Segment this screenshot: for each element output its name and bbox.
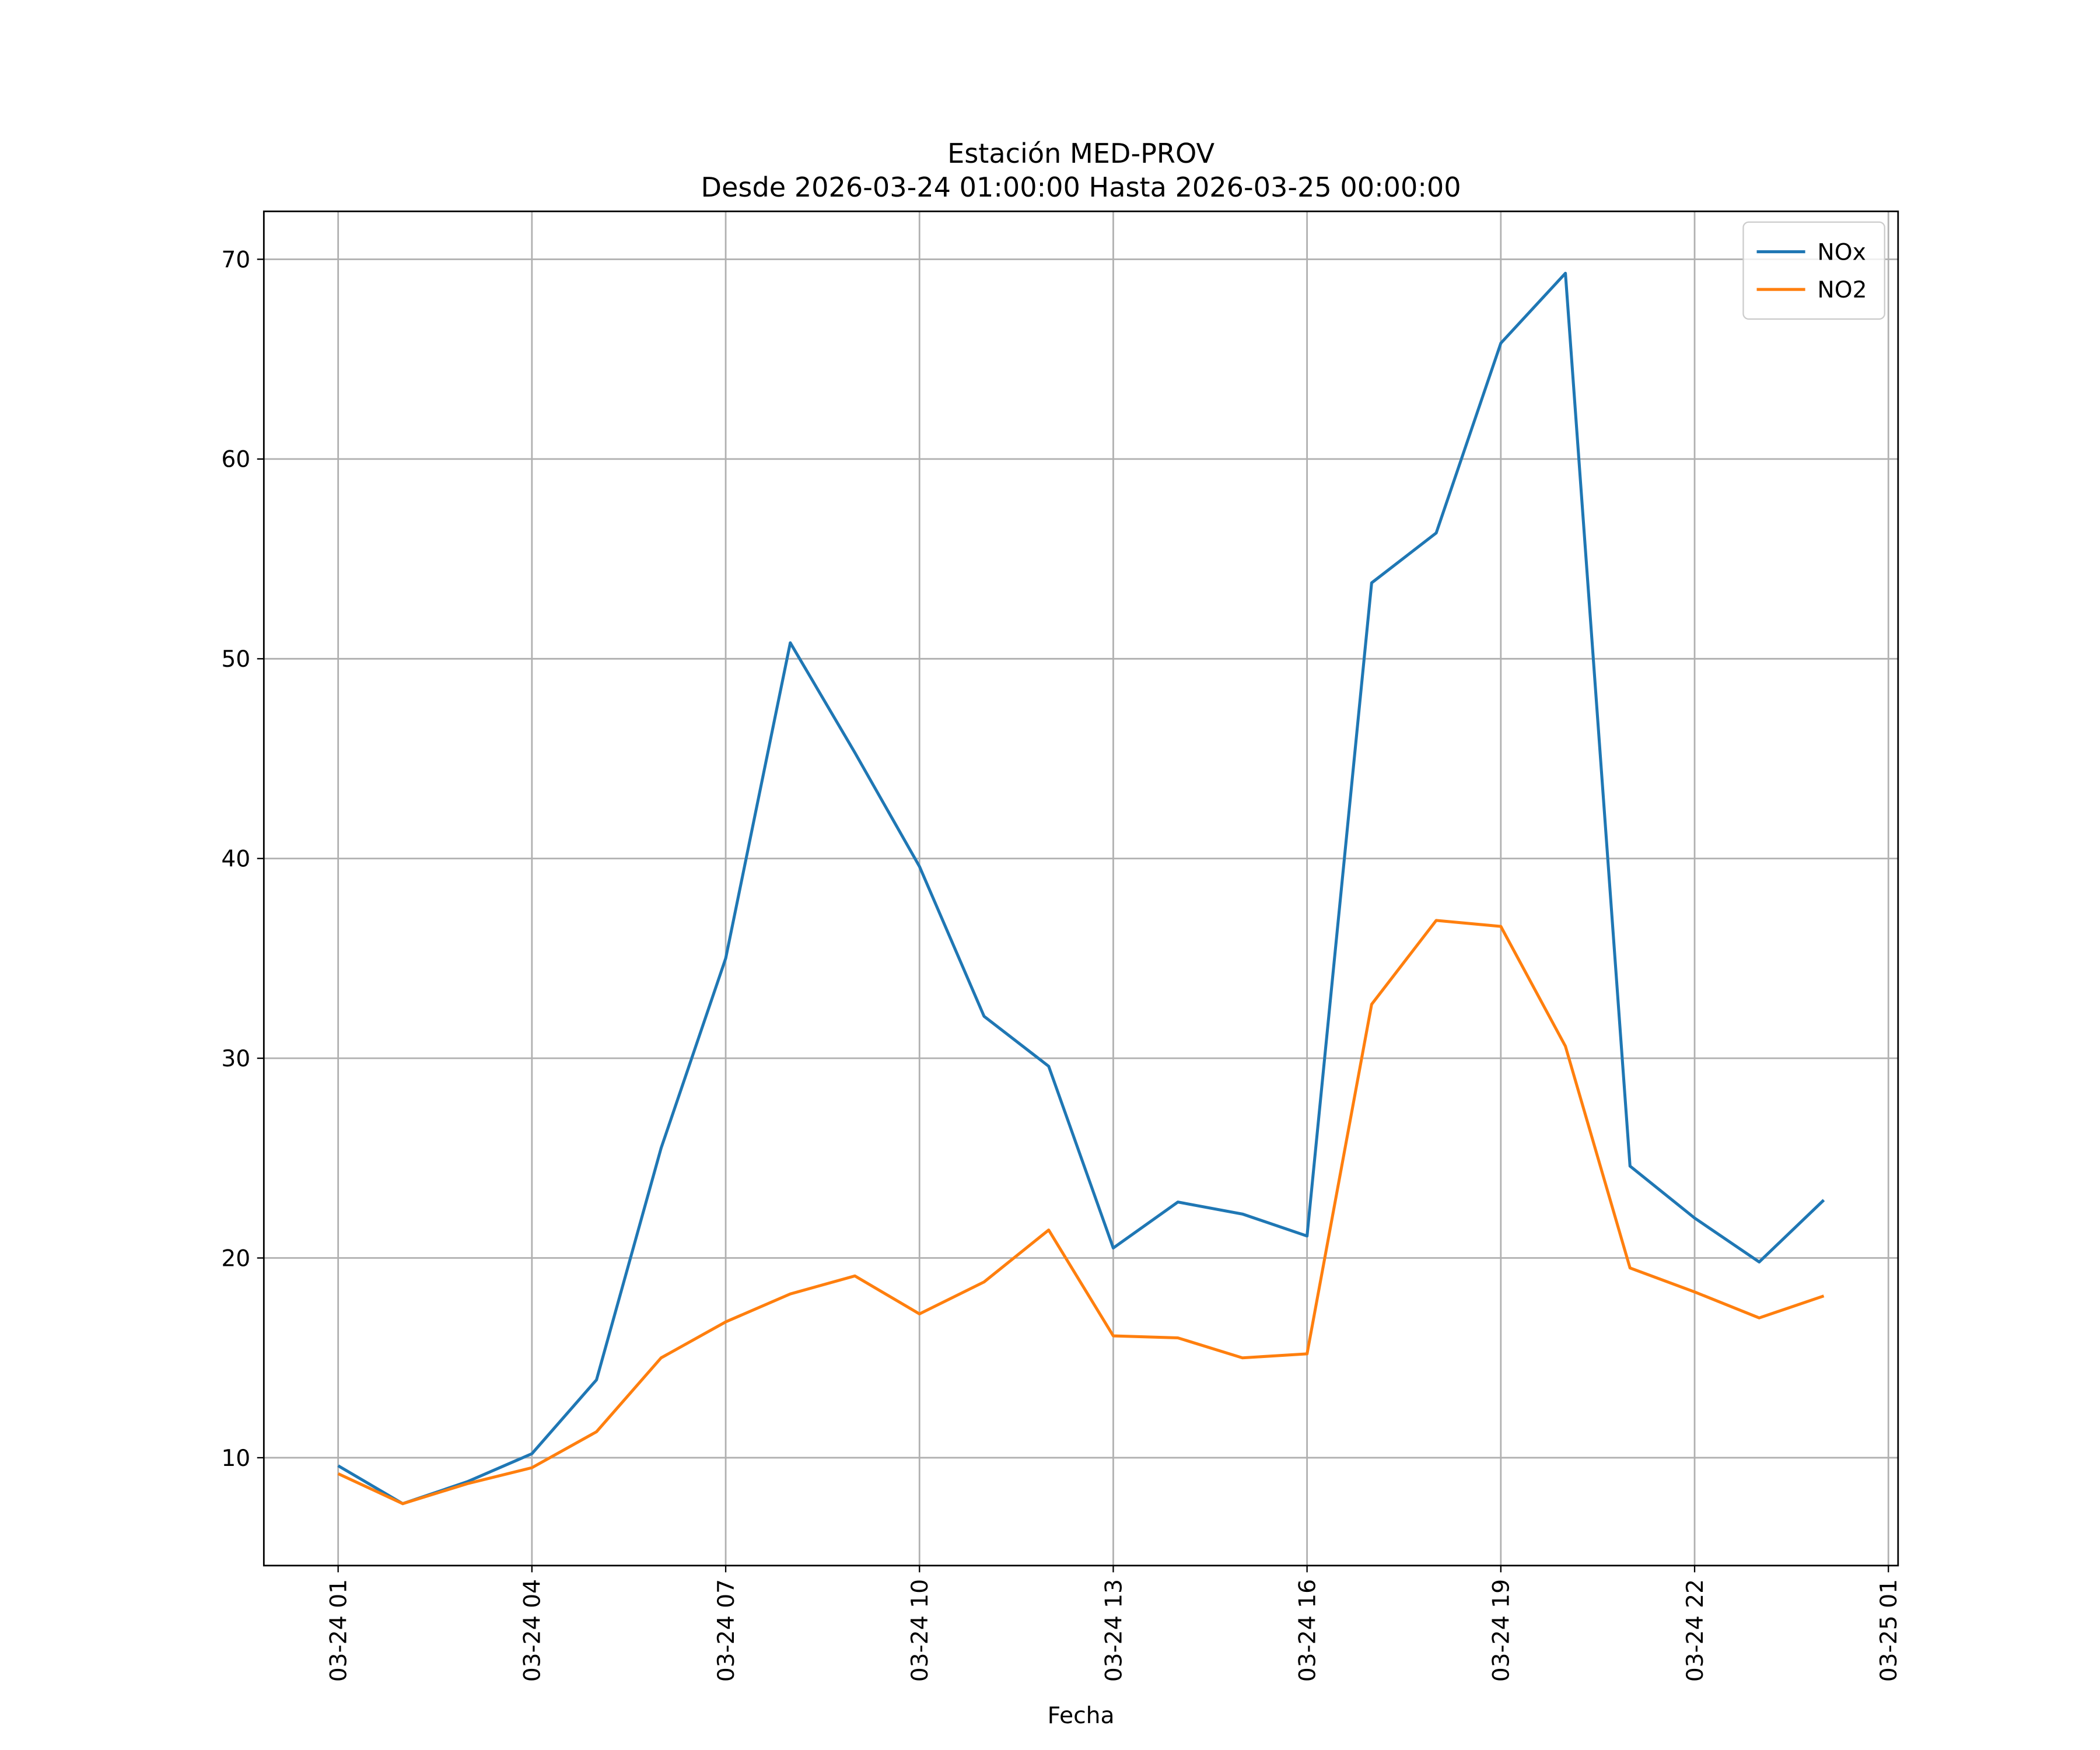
x-tick-label: 03-24 10 bbox=[907, 1579, 933, 1682]
y-tick-label: 60 bbox=[221, 447, 250, 473]
legend-label: NOx bbox=[1817, 239, 1866, 265]
y-tick-label: 40 bbox=[221, 846, 250, 873]
plot-frame bbox=[262, 210, 1899, 1567]
x-tick-label: 03-24 22 bbox=[1682, 1579, 1709, 1682]
series-line bbox=[337, 271, 1825, 1506]
x-tick-label: 03-24 04 bbox=[520, 1579, 546, 1682]
y-tick-label: 50 bbox=[221, 646, 250, 673]
x-tick-label: 03-24 19 bbox=[1489, 1579, 1515, 1682]
x-tick-label: 03-24 07 bbox=[713, 1579, 740, 1682]
x-tick-label: 03-24 16 bbox=[1294, 1579, 1321, 1682]
x-axis-label: Fecha bbox=[1048, 1703, 1115, 1729]
legend-box bbox=[1742, 221, 1885, 320]
x-tick-label: 03-25 01 bbox=[1876, 1579, 1902, 1682]
x-tick-label: 03-24 13 bbox=[1101, 1579, 1127, 1682]
y-tick-label: 20 bbox=[221, 1245, 250, 1272]
chart-subtitle: Desde 2026-03-24 01:00:00 Hasta 2026-03-… bbox=[701, 172, 1461, 203]
chart-title: Estación MED-PROV bbox=[947, 138, 1214, 169]
legend-label: NO2 bbox=[1817, 277, 1867, 303]
y-tick-label: 70 bbox=[221, 247, 250, 273]
x-tick-label: 03-24 01 bbox=[326, 1579, 352, 1682]
legend: NOx NO2 bbox=[1742, 221, 1885, 320]
y-tick-label: 10 bbox=[221, 1446, 250, 1472]
y-tick-label: 30 bbox=[221, 1046, 250, 1072]
series-line bbox=[337, 919, 1825, 1506]
